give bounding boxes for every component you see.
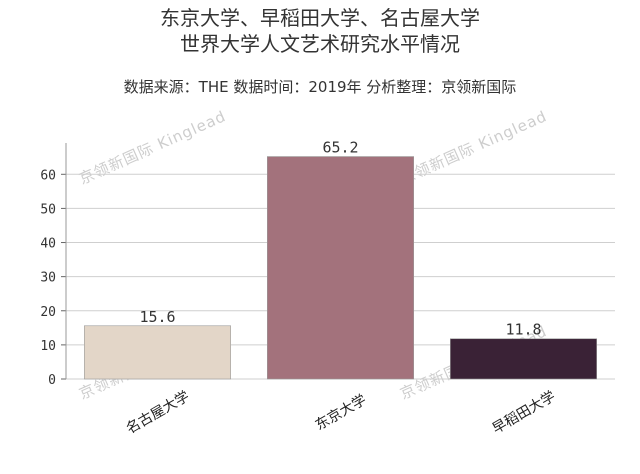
x-tick-label: 东京大学 <box>313 392 369 434</box>
x-tick-label: 早稻田大学 <box>490 388 559 437</box>
data-label: 11.8 <box>505 321 541 339</box>
y-tick-label: 50 <box>40 202 56 217</box>
y-tick-label: 40 <box>40 237 56 252</box>
chart-title: 东京大学、早稻田大学、名古屋大学 <box>160 6 480 30</box>
y-tick-label: 10 <box>40 339 56 354</box>
x-tick-label: 名古屋大学 <box>124 388 193 437</box>
source-line: 数据来源：THE 数据时间：2019年 分析整理：京领新国际 <box>123 78 517 96</box>
bar <box>266 156 414 380</box>
data-label: 65.2 <box>322 139 358 157</box>
bar <box>84 325 231 380</box>
y-tick-label: 60 <box>40 168 56 183</box>
y-tick-label: 0 <box>48 373 56 388</box>
bar <box>449 338 597 380</box>
y-tick-label: 30 <box>40 271 56 286</box>
data-label: 15.6 <box>139 308 175 326</box>
chart-subtitle: 世界大学人文艺术研究水平情况 <box>180 32 460 56</box>
y-tick-label: 20 <box>40 305 56 320</box>
